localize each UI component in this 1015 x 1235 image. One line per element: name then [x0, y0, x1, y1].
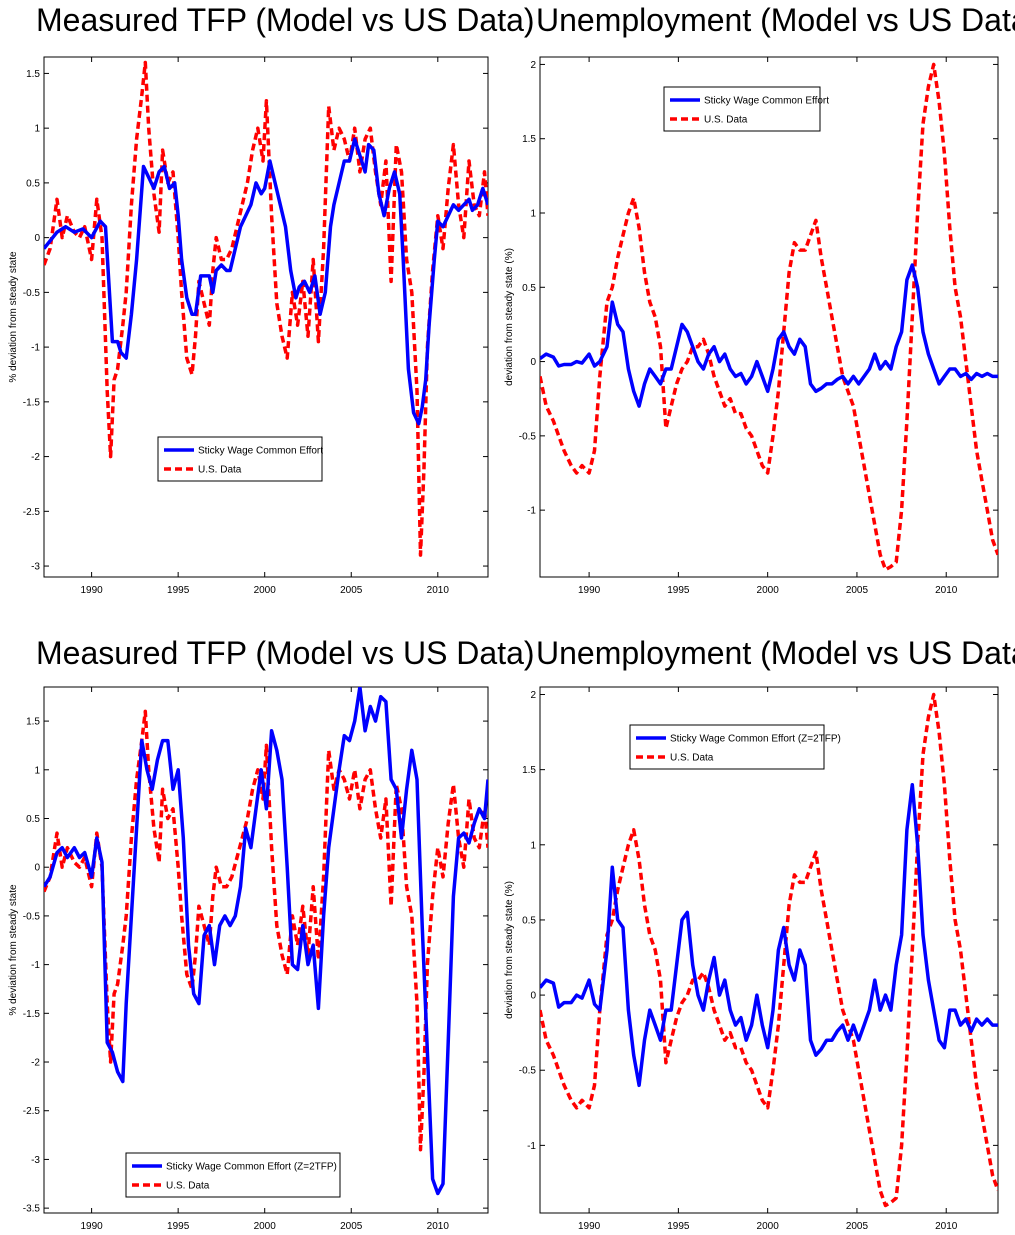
y-tick-label: 0.5	[26, 814, 40, 825]
y-tick-label: -2.5	[23, 507, 41, 518]
y-tick-label: 1	[34, 765, 40, 776]
y-tick-label: -3	[31, 1155, 40, 1166]
legend-label: Sticky Wage Common Effort (Z=2TFP)	[670, 734, 841, 745]
axes-box	[539, 56, 999, 578]
y-tick-label: 2	[530, 60, 536, 71]
series-line-us-data	[44, 60, 488, 557]
chart-panel-unemployment-bottom: Unemployment (Model vs US Data) 1990 1995…	[504, 617, 1015, 1235]
legend-box	[663, 86, 821, 132]
y-axis-label: % deviation from steady state	[8, 251, 19, 383]
chart-panel-unemployment-top: Unemployment (Model vs US Data) 1990 1995…	[504, 0, 1015, 617]
legend-box	[629, 724, 825, 770]
chart-panel-tfp-bottom: Measured TFP (Model vs US Data) 1990 1995…	[0, 617, 535, 1235]
legend-box	[157, 436, 323, 482]
x-tick-label: 2000	[254, 1221, 277, 1232]
y-tick-label: -1	[31, 343, 40, 354]
y-tick-label: 1.5	[522, 134, 536, 145]
y-tick-label: -1	[527, 506, 536, 517]
x-tick-label: 2005	[340, 585, 363, 596]
x-tick-label: 2000	[757, 1221, 780, 1232]
y-tick-label: -0.5	[23, 911, 41, 922]
y-tick-label: 1	[530, 209, 536, 220]
x-tick-label: 2010	[935, 585, 958, 596]
y-axis-label: % deviation from steady state	[8, 884, 19, 1016]
y-tick-label: 0.5	[522, 915, 536, 926]
x-tick-label: 1995	[167, 1221, 190, 1232]
series-line-us-data	[540, 62, 998, 572]
x-tick-label: 1995	[667, 585, 690, 596]
y-tick-label: 1.5	[26, 717, 40, 728]
legend-label: U.S. Data	[166, 1181, 210, 1192]
legend-label: U.S. Data	[198, 465, 242, 476]
y-tick-label: -0.5	[519, 431, 537, 442]
legend: Sticky Wage Common Effort U.S. Data	[663, 86, 829, 132]
chart-svg-tfp-top: 1990 1995 2000 2005 2010 -3 -2.5 -2 -1.5 -1 -0.5 0 0…	[8, 56, 489, 596]
y-tick-label: -2	[31, 1058, 40, 1069]
legend-label: Sticky Wage Common Effort	[704, 96, 829, 107]
y-tick-label: -1	[31, 960, 40, 971]
y-tick-label: 1.5	[26, 69, 40, 80]
x-tick-label: 2005	[846, 585, 869, 596]
chart-svg-unemployment-top: 1990 1995 2000 2005 2010 -1 -0.5 0 0.5 1 1.5 2 devia…	[504, 56, 999, 596]
axes-box	[43, 686, 489, 1214]
x-tick-label: 1995	[667, 1221, 690, 1232]
chart-panel-tfp-top: Measured TFP (Model vs US Data) 1990 1995…	[0, 0, 535, 617]
x-tick-label: 2010	[935, 1221, 958, 1232]
x-tick-label: 1990	[578, 1221, 601, 1232]
y-tick-label: -3.5	[23, 1204, 41, 1215]
x-tick-label: 2000	[254, 585, 277, 596]
legend: Sticky Wage Common Effort U.S. Data	[157, 436, 323, 482]
y-tick-label: 0	[530, 357, 536, 368]
series-line-us-data	[540, 692, 998, 1208]
chart-title: Unemployment (Model vs US Data)	[536, 2, 1015, 38]
legend-label: Sticky Wage Common Effort	[198, 446, 323, 457]
axes-box	[539, 686, 999, 1214]
y-tick-label: 0.5	[26, 178, 40, 189]
chart-svg-unemployment-bottom: 1990 1995 2000 2005 2010 -1 -0.5 0 0.5 1 1.5 2 devia…	[504, 686, 999, 1232]
x-tick-label: 2010	[427, 585, 450, 596]
series-line-model	[540, 263, 998, 408]
y-tick-label: 0	[530, 991, 536, 1002]
x-tick-label: 1990	[80, 585, 103, 596]
y-tick-label: -0.5	[519, 1066, 537, 1077]
axes-box	[43, 56, 489, 578]
legend: Sticky Wage Common Effort (Z=2TFP) U.S. D…	[125, 1152, 341, 1198]
y-tick-label: -1	[527, 1141, 536, 1152]
chart-title: Measured TFP (Model vs US Data)	[36, 635, 535, 671]
series-line-us-data	[44, 709, 488, 1152]
y-tick-label: 1	[530, 840, 536, 851]
y-tick-label: -1.5	[23, 397, 41, 408]
y-tick-label: 0.5	[522, 283, 536, 294]
y-tick-label: -1.5	[23, 1009, 41, 1020]
x-tick-label: 2005	[846, 1221, 869, 1232]
chart-title: Measured TFP (Model vs US Data)	[36, 2, 535, 38]
y-axis-label: deviation from steady state (%)	[504, 248, 515, 386]
series-line-model	[44, 687, 488, 1196]
y-tick-label: 0	[34, 233, 40, 244]
legend-label: Sticky Wage Common Effort (Z=2TFP)	[166, 1162, 337, 1173]
legend-label: U.S. Data	[670, 753, 714, 764]
y-axis-label: deviation from steady state (%)	[504, 881, 515, 1019]
x-tick-label: 2010	[427, 1221, 450, 1232]
x-tick-label: 1995	[167, 585, 190, 596]
x-tick-label: 2005	[340, 1221, 363, 1232]
series-line-model	[44, 137, 488, 426]
series-line-model	[540, 782, 998, 1088]
chart-svg-tfp-bottom: 1990 1995 2000 2005 2010 -3.5 -3 -2.5 -2 -1.5 -1 -0…	[8, 686, 489, 1232]
x-tick-label: 2000	[757, 585, 780, 596]
y-tick-label: -3	[31, 562, 40, 573]
y-tick-label: 2	[530, 690, 536, 701]
y-tick-label: 1	[34, 124, 40, 135]
legend-box	[125, 1152, 341, 1198]
x-tick-label: 1990	[80, 1221, 103, 1232]
y-tick-label: 1.5	[522, 765, 536, 776]
y-tick-label: -2.5	[23, 1106, 41, 1117]
legend-label: U.S. Data	[704, 115, 748, 126]
y-tick-label: -2	[31, 452, 40, 463]
chart-title: Unemployment (Model vs US Data)	[536, 635, 1015, 671]
x-tick-label: 1990	[578, 585, 601, 596]
y-tick-label: -0.5	[23, 288, 41, 299]
y-tick-label: 0	[34, 863, 40, 874]
legend: Sticky Wage Common Effort (Z=2TFP) U.S. D…	[629, 724, 841, 770]
